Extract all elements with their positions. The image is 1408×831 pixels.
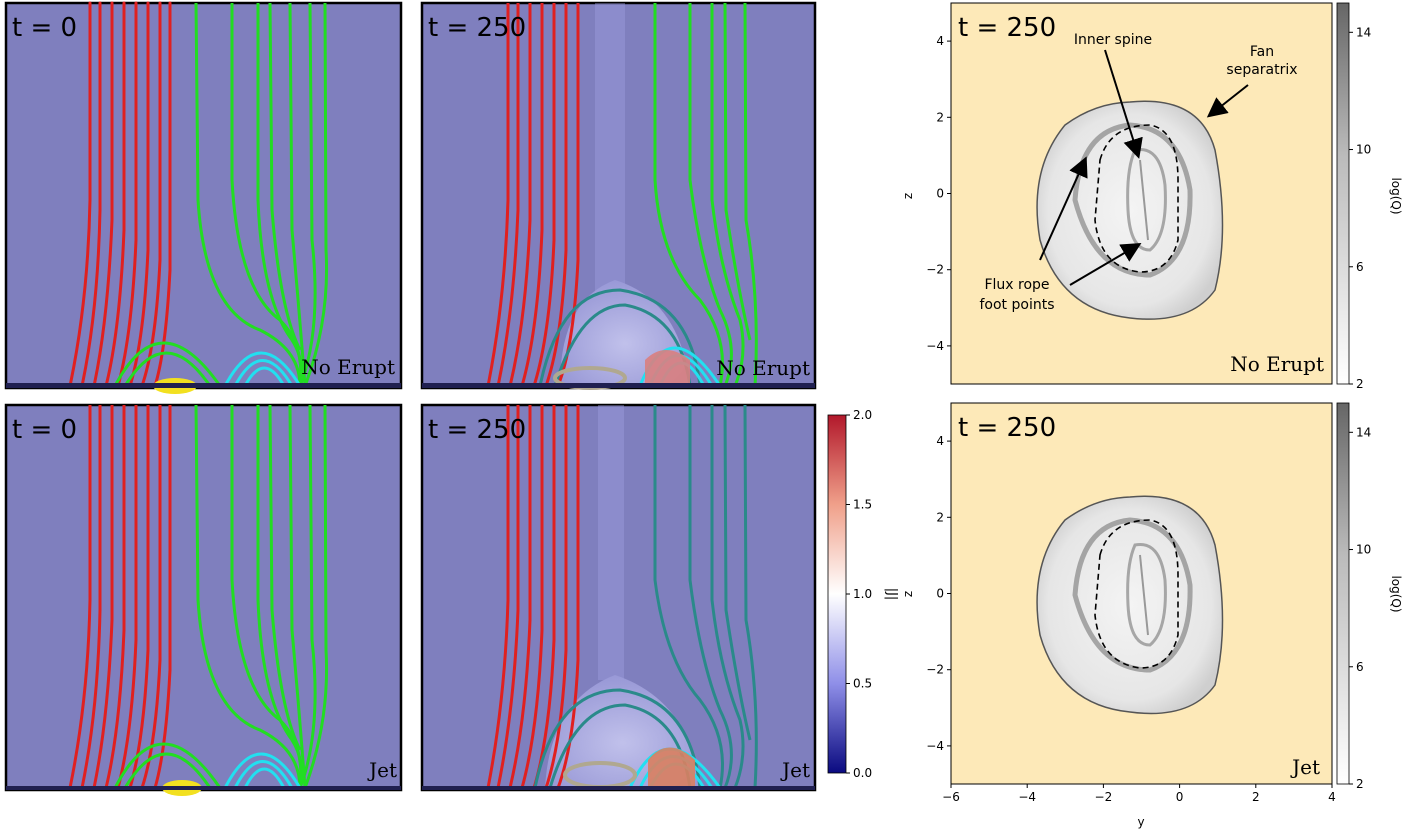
q-colorbar (1336, 2, 1350, 385)
q-colorbar (1336, 402, 1350, 785)
panel-bottom-mid: t = 250 Jet (420, 403, 817, 792)
case-label: No Erupt (1230, 352, 1324, 376)
q-blob (1036, 100, 1224, 320)
dashed-contour (1094, 124, 1179, 273)
q-colorbar-tick-label: 10 (1356, 543, 1371, 557)
field-lines-green (653, 2, 758, 387)
j-colorbar-tick-label: 0.5 (853, 677, 872, 691)
j-colorbar-ticks: 2.0 1.5 1.0 0.5 0.0 (846, 408, 872, 780)
fan-arrow (1206, 84, 1249, 118)
time-label: t = 0 (12, 13, 77, 43)
red-blob (648, 747, 695, 788)
q-blob (1036, 495, 1224, 715)
q-colorbar-ticks: 14 10 6 2 (1349, 25, 1371, 391)
qmap-top: Inner spine Fan separatrix Flux rope foo… (901, 2, 1403, 391)
panel-bottom-left: t = 0 Jet (4, 403, 403, 796)
j-colorbar: 2.0 1.5 1.0 0.5 0.0 |J| (827, 408, 899, 780)
x-tick-label: 4 (1328, 790, 1336, 804)
y-axis-ticks: 4 2 0 −2 −4 (926, 34, 951, 353)
time-label: t = 250 (428, 13, 526, 43)
panel-top-left: t = 0 No Erupt (4, 1, 403, 394)
field-lines-red (486, 3, 580, 387)
case-label: Jet (780, 758, 810, 782)
case-label: No Erupt (716, 356, 810, 380)
y-tick-label: −2 (926, 663, 944, 677)
y-tick-label: −4 (926, 339, 944, 353)
q-colorbar-tick-label: 6 (1356, 660, 1364, 674)
time-label: t = 250 (958, 413, 1056, 443)
q-colorbar-label: log(Q) (1389, 177, 1403, 214)
j-colorbar-tick-label: 1.0 (853, 587, 872, 601)
flux-label-1: Flux rope (984, 277, 1049, 293)
dashed-contour (1094, 519, 1179, 669)
q-colorbar-tick-label: 10 (1356, 143, 1371, 157)
x-tick-label: −2 (1095, 790, 1113, 804)
inner-spine-arrow (1104, 49, 1143, 159)
j-colorbar-tick-label: 0.0 (853, 766, 872, 780)
y-tick-label: −4 (926, 739, 944, 753)
flux-arrow-2 (1069, 242, 1142, 286)
qmap-bottom: t = 250 Jet 4 2 0 −2 −4 −6 −4 −2 0 2 4 z y 14 10 6 2… (901, 402, 1403, 829)
y-axis-ticks: 4 2 0 −2 −4 (926, 434, 951, 753)
x-tick-label: 0 (1176, 790, 1184, 804)
x-tick-label: 2 (1252, 790, 1260, 804)
y-tick-label: 2 (936, 110, 944, 124)
case-label: No Erupt (301, 355, 395, 379)
time-label: t = 250 (958, 13, 1056, 43)
q-colorbar-tick-label: 2 (1356, 777, 1364, 791)
case-label: Jet (367, 758, 397, 782)
red-blob (645, 350, 690, 386)
field-lines-red (68, 1, 172, 388)
x-axis-ticks: −6 −4 −2 0 2 4 (942, 784, 1336, 804)
y-tick-label: 4 (936, 434, 944, 448)
y-tick-label: −2 (926, 263, 944, 277)
fan-label-1: Fan (1250, 44, 1274, 60)
j-colorbar-label: |J| (884, 588, 899, 601)
y-tick-label: 2 (936, 510, 944, 524)
field-lines-cyan (223, 752, 302, 789)
case-label: Jet (1290, 755, 1320, 779)
field-lines-green (113, 2, 329, 387)
j-colorbar-tick-label: 1.5 (853, 498, 872, 512)
flux-label-2: foot points (980, 297, 1055, 313)
y-tick-label: 0 (936, 587, 944, 601)
y-tick-label: 4 (936, 34, 944, 48)
y-axis-label: z (901, 193, 915, 199)
q-colorbar-label: log(Q) (1389, 575, 1403, 612)
j-colorbar-tick-label: 2.0 (853, 408, 872, 422)
field-lines-cyan (223, 351, 302, 387)
q-colorbar-tick-label: 2 (1356, 377, 1364, 391)
q-colorbar-tick-label: 6 (1356, 260, 1364, 274)
fan-label-2: separatrix (1226, 62, 1297, 78)
time-label: t = 0 (12, 415, 77, 445)
inner-spine-label: Inner spine (1074, 32, 1152, 48)
x-tick-label: −4 (1018, 790, 1036, 804)
panel-top-mid: t = 250 No Erupt (420, 1, 817, 390)
x-axis-label: y (1137, 815, 1144, 829)
q-colorbar-ticks: 14 10 6 2 (1349, 425, 1371, 791)
time-label: t = 250 (428, 415, 526, 445)
field-lines-red (68, 405, 172, 789)
flux-arrow-1 (1039, 156, 1088, 261)
x-tick-label: −6 (942, 790, 960, 804)
y-tick-label: 0 (936, 187, 944, 201)
q-colorbar-tick-label: 14 (1356, 25, 1371, 39)
q-colorbar-tick-label: 14 (1356, 425, 1371, 439)
y-axis-label: z (901, 591, 915, 597)
field-lines-green (113, 404, 329, 789)
